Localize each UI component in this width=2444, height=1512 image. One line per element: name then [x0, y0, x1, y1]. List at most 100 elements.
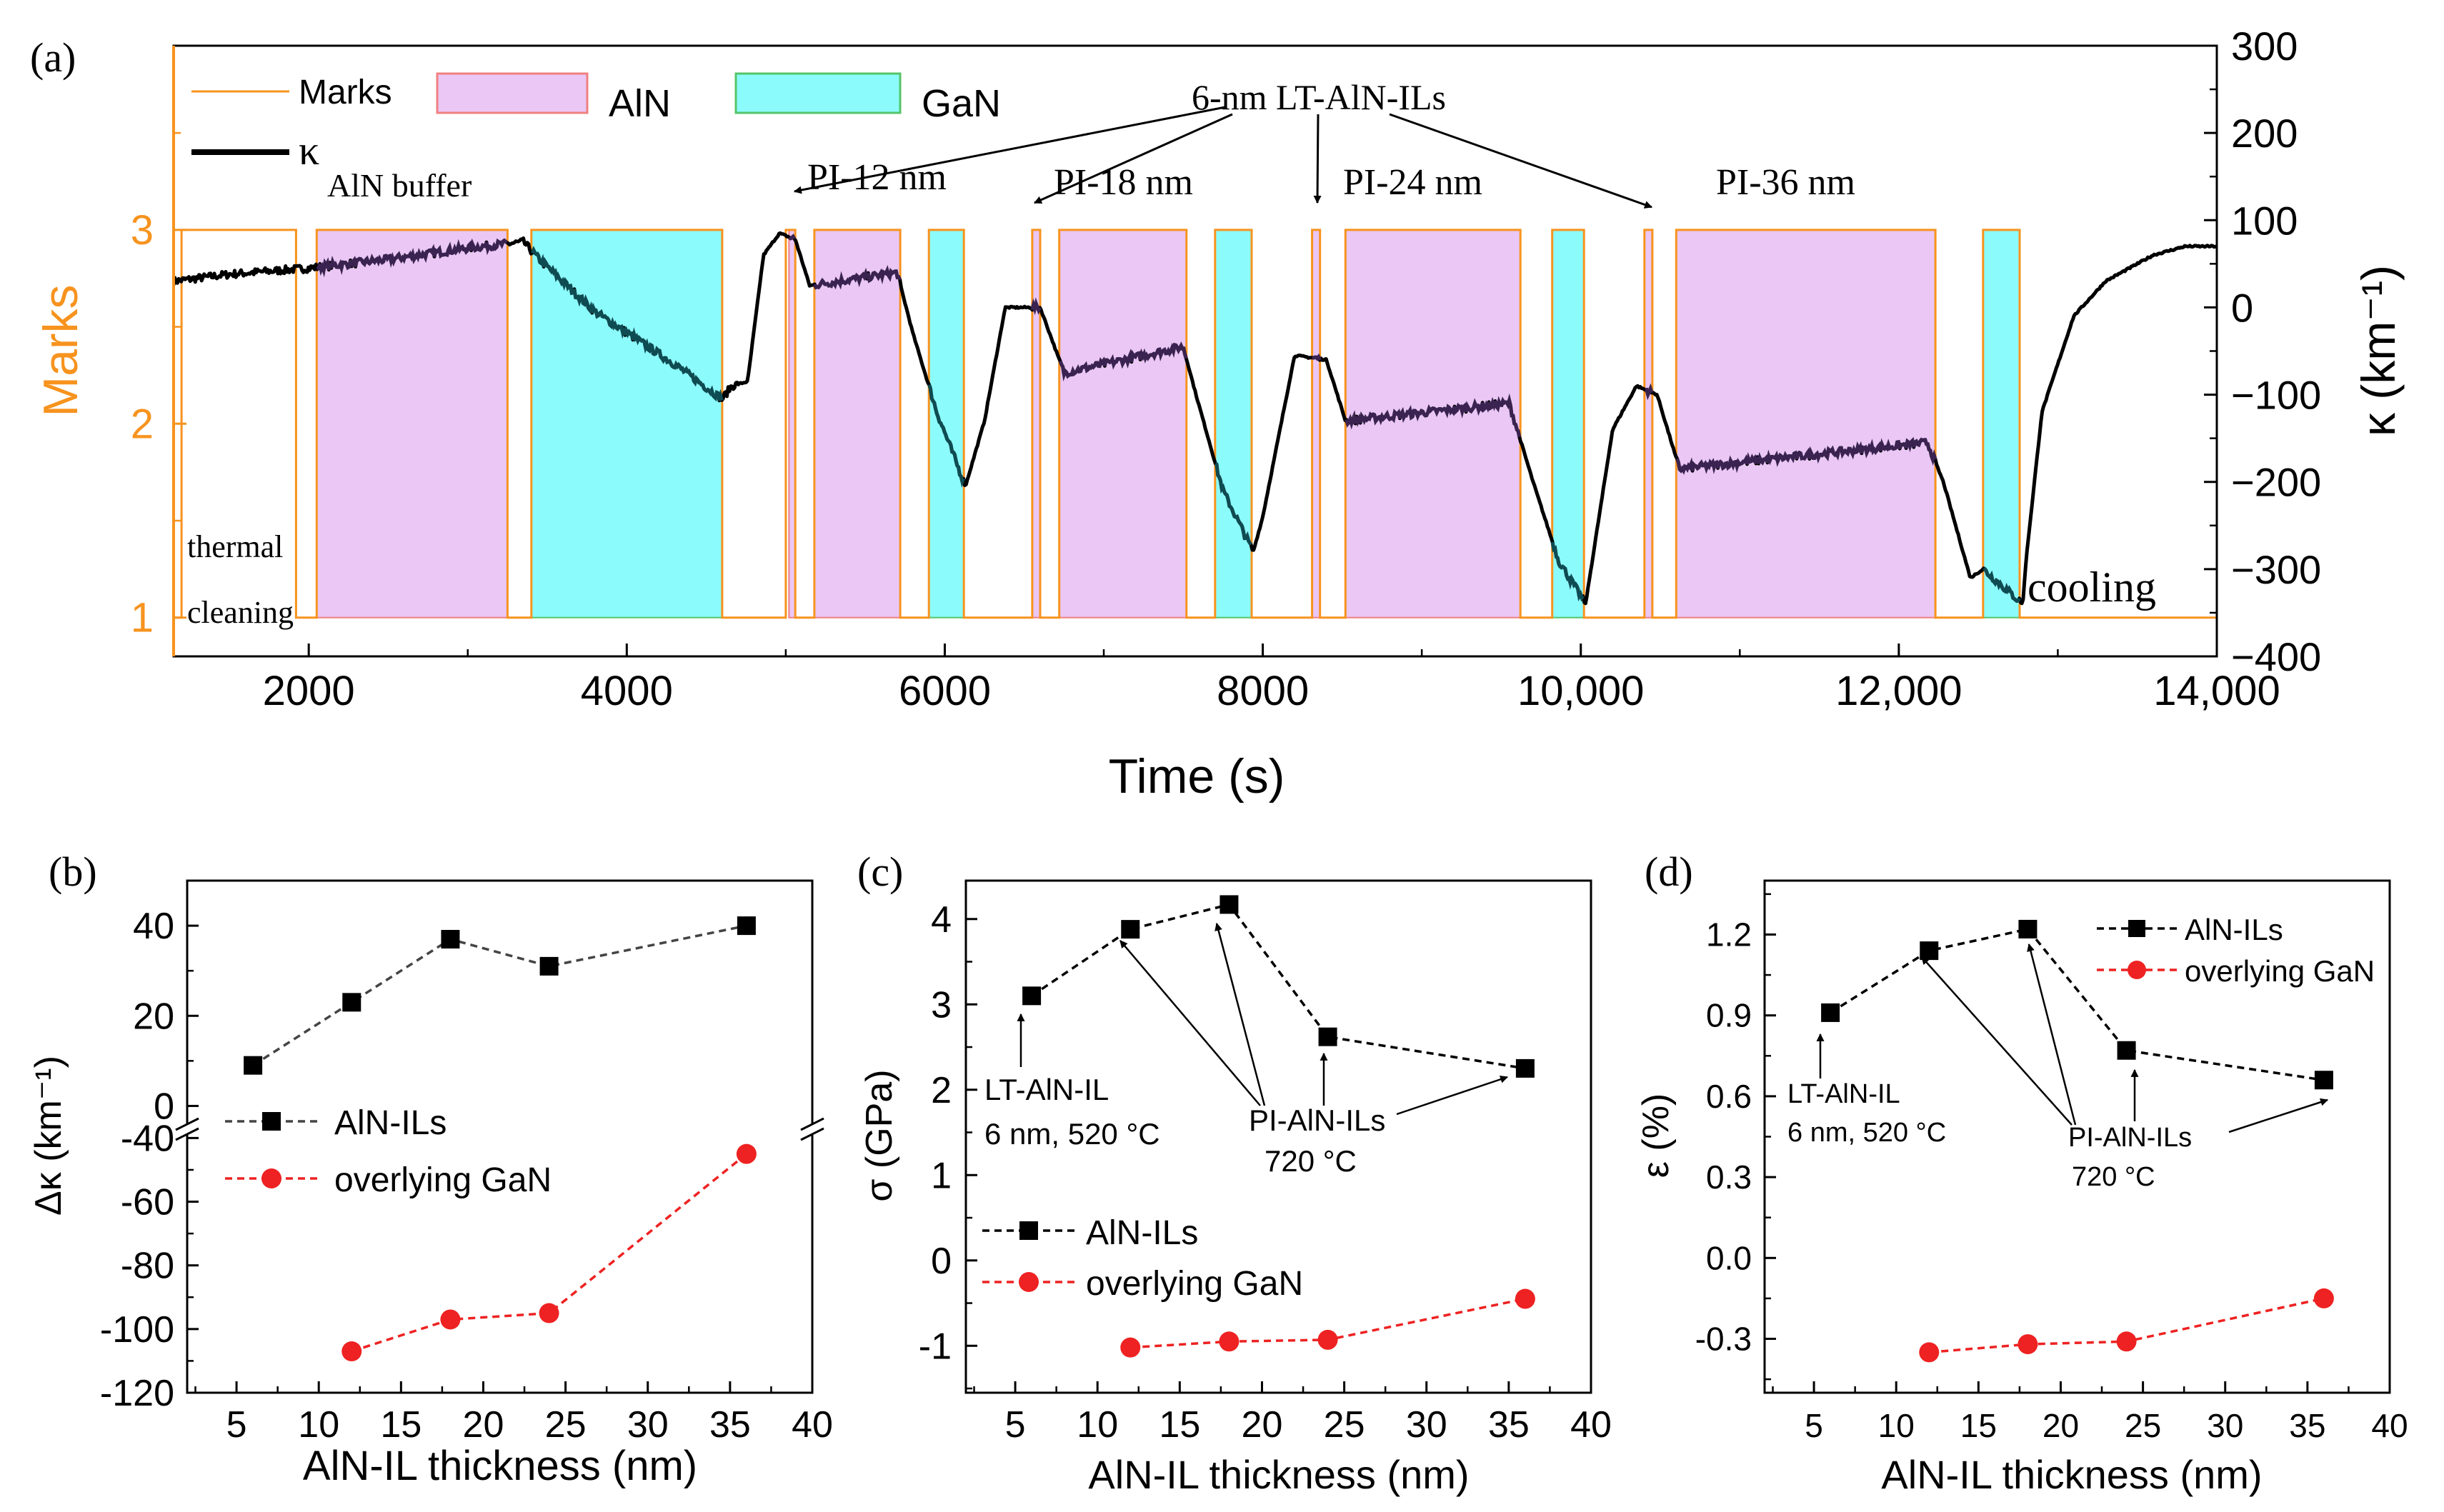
- y-tick-label-c: 2: [931, 1070, 952, 1111]
- panel-b: (b) 5 10 15 20 25 30 35 40 0 20 40 -40 -60 -80 -100 -12…: [28, 848, 833, 1489]
- y-tick-label-b: -40: [121, 1118, 174, 1159]
- legend-b-aln-marker: [262, 1112, 281, 1131]
- y-tick-label-b: 40: [133, 906, 174, 947]
- x-axis-title-b: AlN-IL thickness (nm): [303, 1443, 697, 1489]
- kappa-line-aln-segment: [1675, 436, 1937, 475]
- y-tick-label-d: 0.0: [1706, 1239, 1752, 1276]
- b-gan-series-point: [440, 1309, 461, 1330]
- panel-d: (d) 5 10 15 20 25 30 35 40 -0.3 0.0 0.3 0.6 0.9 1.2 A…: [1635, 848, 2408, 1497]
- x-tick-label: 15: [1960, 1407, 1997, 1444]
- legend-c-aln-label: AlN-ILs: [1086, 1214, 1198, 1252]
- left-y-axis-a: 1 2 3: [131, 131, 186, 641]
- c-aln-series-point: [1219, 895, 1239, 914]
- c-gan-series-point: [1120, 1337, 1141, 1358]
- b-aln-series-line: [252, 924, 747, 1067]
- x-tick-label-a: 12,000: [1835, 668, 1962, 714]
- x-tick-label: 30: [2207, 1407, 2243, 1444]
- y-axis-title-b: Δκ (km⁻¹): [28, 1056, 69, 1216]
- x-axis-a: 2000 4000 6000 8000 10,000 12,000 14,000: [263, 644, 2280, 714]
- y-axis-title-d: ε (%): [1635, 1093, 1677, 1178]
- legend-c-gan-marker: [1019, 1272, 1039, 1292]
- aln-region: [1311, 229, 1321, 619]
- kappa-line-gan-segment: [1982, 566, 2021, 604]
- x-tick-label: 20: [463, 1404, 504, 1446]
- c-gan-series-point: [1219, 1331, 1240, 1352]
- x-tick-label-a: 2000: [263, 668, 355, 714]
- x-tick-label: 35: [2289, 1407, 2325, 1444]
- legend-aln-swatch: [436, 72, 589, 114]
- x-tick-label: 25: [2125, 1407, 2161, 1444]
- legend-c-aln-marker: [1019, 1221, 1038, 1240]
- arrow-lt-3: [1313, 114, 1322, 204]
- b-aln-series-point: [441, 930, 460, 949]
- x-tick-label: 30: [1406, 1404, 1447, 1446]
- gan-region: [1982, 229, 2021, 619]
- aln-region: [1643, 229, 1653, 619]
- annotations-c: LT-AlN-IL 6 nm, 520 °C PI-AlN-ILs 720 °C: [984, 922, 1509, 1178]
- d-gan-series-line: [1929, 1297, 2325, 1354]
- growth-regions: [316, 229, 2021, 619]
- c-aln-series-point: [1121, 920, 1140, 939]
- b-gan-series-line: [351, 1153, 747, 1353]
- y-tick-label-b: 0: [154, 1086, 174, 1127]
- panel-c-label: (c): [857, 848, 903, 895]
- cooling-label: cooling: [2027, 564, 2156, 611]
- y-tick-label-c: 1: [931, 1155, 952, 1196]
- x-axis-title-a: Time (s): [1109, 749, 1285, 803]
- c-gan-series-point: [1317, 1329, 1338, 1350]
- x-tick-label: 5: [226, 1404, 247, 1446]
- x-tick-label-a: 14,000: [2153, 668, 2280, 714]
- c-aln-series-point: [1515, 1058, 1535, 1078]
- lt-aln-ils-label: 6-nm LT-AlN-ILs: [1192, 77, 1446, 117]
- x-tick-label: 10: [1077, 1404, 1118, 1446]
- d-pi-line1: PI-AlN-ILs: [2068, 1123, 2192, 1153]
- legend-d-aln-label: AlN-ILs: [2185, 913, 2283, 946]
- aln-region: [1058, 229, 1187, 619]
- c-gan-series-point: [1515, 1288, 1535, 1309]
- y-tick-label-c: 3: [931, 984, 952, 1026]
- c-gan-series-line: [1130, 1297, 1526, 1349]
- pi-18-label: PI-18 nm: [1054, 162, 1193, 203]
- c-aln-series-point: [1318, 1027, 1337, 1046]
- y-tick-label-b: -60: [121, 1182, 174, 1223]
- y-tick-label-d: 0.3: [1706, 1158, 1752, 1196]
- right-tick-label-a: 100: [2231, 198, 2298, 243]
- axes-c: 5 10 15 20 25 30 35 40 -1 0 1 2 3 4: [919, 899, 1612, 1446]
- y-tick-label-c: 4: [931, 899, 952, 941]
- c-arrow-12: [1119, 940, 1261, 1106]
- y-tick-label-b: -80: [121, 1246, 174, 1287]
- x-tick-label: 40: [1570, 1404, 1612, 1446]
- x-tick-label-a: 4000: [581, 668, 673, 714]
- gan-region: [1214, 229, 1253, 619]
- y-tick-label-d: -0.3: [1695, 1321, 1752, 1358]
- c-aln-series-point: [1022, 986, 1042, 1006]
- axes-d: 5 10 15 20 25 30 35 40 -0.3 0.0 0.3 0.6 0.9 1.2: [1695, 893, 2408, 1444]
- y-tick-label-d: 0.6: [1706, 1078, 1752, 1115]
- x-tick-label: 35: [1488, 1404, 1530, 1446]
- marks-series: [174, 229, 2217, 619]
- y-tick-label-c: -1: [919, 1326, 952, 1367]
- y-tick-label-c: 0: [931, 1241, 952, 1282]
- right-tick-label-a: −200: [2231, 460, 2321, 505]
- legend-d-aln-marker: [2128, 920, 2145, 937]
- annotations-d: LT-AlN-IL 6 nm, 520 °C PI-AlN-ILs 720 °C: [1787, 943, 2329, 1192]
- pi-36-label: PI-36 nm: [1716, 162, 1855, 203]
- kappa-line-aln-segment: [1312, 353, 1322, 361]
- x-tick-label: 10: [1878, 1407, 1915, 1444]
- y-axis-title-c: σ (GPa): [859, 1069, 900, 1201]
- kappa-line-gan-segment: [1550, 541, 1585, 602]
- left-tick-label-a: 2: [131, 401, 154, 447]
- right-y-axis-a: 300 200 100 0 −100 −200 −300 −400: [2204, 24, 2321, 679]
- right-tick-label-a: 0: [2231, 285, 2253, 330]
- x-tick-label: 20: [1242, 1404, 1283, 1446]
- plot-frame-b: [186, 879, 814, 1394]
- left-tick-label-a: 1: [131, 595, 154, 641]
- d-pi-line2: 720 °C: [2072, 1162, 2155, 1192]
- c-pi-line1: PI-AlN-ILs: [1249, 1103, 1385, 1137]
- d-aln-series-point: [2117, 1041, 2136, 1060]
- legend-b-gan-marker: [261, 1168, 281, 1188]
- kappa-line-aln-segment: [1058, 341, 1188, 382]
- x-axis-title-d: AlN-IL thickness (nm): [1881, 1452, 2262, 1497]
- x-tick-label: 5: [1005, 1404, 1026, 1446]
- right-tick-label-a: 300: [2231, 24, 2298, 69]
